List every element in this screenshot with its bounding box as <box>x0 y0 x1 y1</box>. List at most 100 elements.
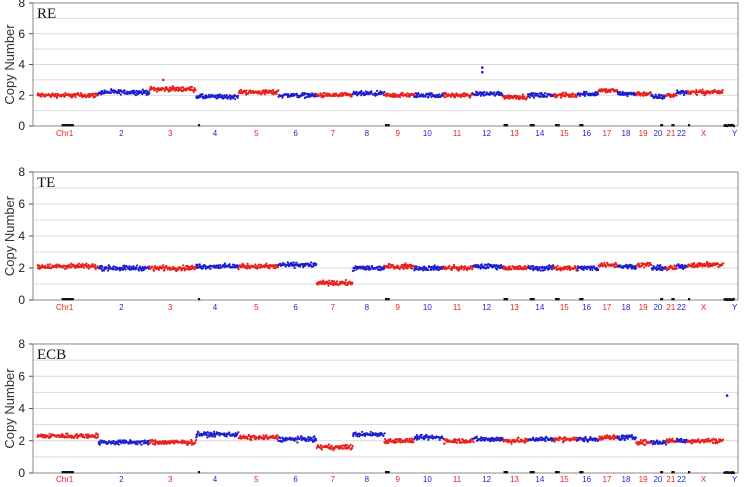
data-point <box>430 92 433 95</box>
chromosome-2-points <box>97 264 151 272</box>
data-point <box>98 442 101 445</box>
data-point <box>606 261 609 265</box>
data-point <box>603 434 607 438</box>
data-point <box>539 269 542 272</box>
data-point <box>221 94 224 97</box>
data-point <box>245 93 248 96</box>
data-point <box>327 282 330 285</box>
data-point <box>389 265 392 269</box>
data-point <box>319 92 322 95</box>
data-point <box>407 440 410 443</box>
data-point <box>465 439 468 442</box>
data-point <box>223 262 227 265</box>
chromosome-4-points <box>195 93 240 101</box>
data-point <box>365 267 368 270</box>
data-point <box>321 94 324 97</box>
data-point <box>68 263 71 266</box>
data-point <box>639 438 643 442</box>
outlier-point <box>480 70 484 74</box>
data-point <box>493 91 496 94</box>
x-tick-label: 8 <box>365 129 370 138</box>
chromosome-21-points <box>665 92 678 99</box>
data-point <box>321 96 324 99</box>
data-point <box>504 268 508 271</box>
x-tick-label: Y <box>732 475 738 484</box>
x-tick-label: X <box>701 475 707 484</box>
x-tick-label: 17 <box>602 129 611 138</box>
x-tick-label: 11 <box>453 475 462 484</box>
y-tick-label: 2 <box>18 261 25 275</box>
data-point <box>707 437 710 440</box>
x-tick-label: Y <box>732 303 738 312</box>
data-point <box>690 442 694 445</box>
chromosome-17-points <box>597 261 618 269</box>
data-point <box>190 85 194 88</box>
data-point <box>470 265 473 268</box>
data-point <box>406 267 409 270</box>
data-point <box>149 441 152 444</box>
data-point <box>659 263 662 267</box>
data-point <box>412 441 415 444</box>
data-point <box>55 96 59 99</box>
data-point <box>507 268 510 271</box>
data-point <box>136 443 139 446</box>
data-point <box>112 442 115 445</box>
data-point <box>360 90 363 93</box>
data-point <box>422 268 425 271</box>
data-point <box>246 262 249 265</box>
data-point <box>506 438 509 441</box>
data-point <box>223 432 226 435</box>
chromosome-5-points <box>237 88 280 96</box>
data-point <box>621 437 625 440</box>
data-point <box>331 94 334 98</box>
data-point <box>590 265 593 268</box>
x-tick-label: 19 <box>639 475 648 484</box>
data-point <box>732 471 736 475</box>
data-point <box>236 432 239 436</box>
data-point <box>721 438 725 441</box>
data-point <box>714 438 718 441</box>
data-point <box>647 262 650 265</box>
data-point <box>659 266 662 269</box>
data-point <box>601 262 604 265</box>
chromosome-3-points <box>148 85 197 94</box>
data-point <box>83 436 86 439</box>
data-point <box>416 95 419 98</box>
data-point <box>350 446 354 450</box>
x-tick-label: 9 <box>395 475 400 484</box>
data-point <box>650 441 653 444</box>
data-point <box>242 434 245 437</box>
data-point <box>65 436 69 439</box>
x-tick-label: 11 <box>453 303 462 312</box>
data-point <box>206 436 209 439</box>
y-tick-label: 0 <box>18 466 25 480</box>
data-point <box>532 265 535 268</box>
data-point <box>585 90 588 94</box>
data-point <box>341 444 345 447</box>
data-point <box>679 266 683 269</box>
panel-title: ECB <box>37 347 66 363</box>
data-point <box>697 438 700 441</box>
data-point <box>184 268 187 271</box>
chromosome-19-points <box>636 261 653 269</box>
data-point <box>539 95 542 98</box>
data-point <box>649 261 652 265</box>
data-point <box>500 263 503 267</box>
data-point <box>218 93 222 96</box>
data-point <box>117 443 120 446</box>
data-point <box>704 264 708 267</box>
data-point <box>681 267 685 271</box>
data-point <box>595 91 598 94</box>
data-point <box>135 89 138 93</box>
data-point <box>369 268 372 271</box>
data-point <box>178 86 181 89</box>
data-point <box>378 92 381 96</box>
data-point <box>326 445 329 448</box>
data-point <box>582 268 585 272</box>
data-point <box>412 264 415 267</box>
data-point <box>309 261 313 264</box>
data-point <box>721 89 724 92</box>
data-point <box>589 268 592 271</box>
data-point <box>202 266 205 270</box>
data-point <box>456 441 459 444</box>
